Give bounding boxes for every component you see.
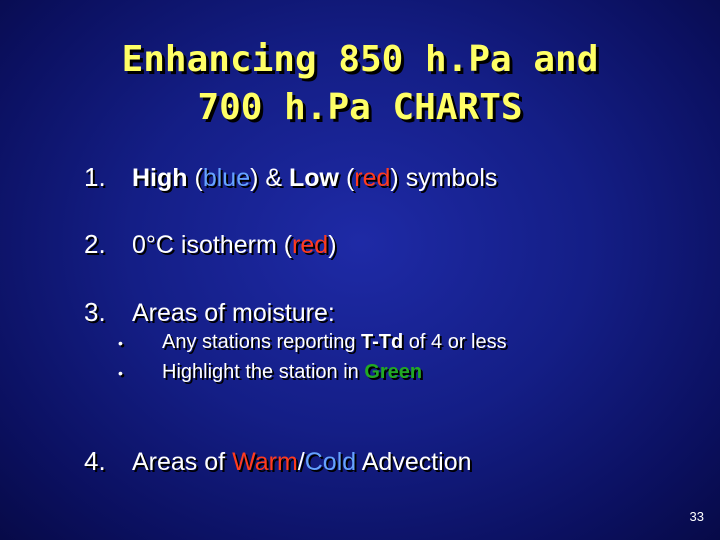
green-label: Green <box>364 361 423 383</box>
blue-label: blue <box>202 164 251 192</box>
page-number: 33 <box>689 509 704 524</box>
t-td-label: T-Td <box>361 331 404 353</box>
text-fragment: ( <box>339 164 355 192</box>
high-label: High <box>132 164 188 192</box>
text-fragment: ( <box>187 164 203 192</box>
sub-bullet-2: • Highlight the station in Green <box>118 361 422 384</box>
text-fragment: / <box>297 448 305 476</box>
bullet-marker: • <box>118 334 123 351</box>
item-number: 1. <box>84 162 106 192</box>
list-item-3: 3. Areas of moisture: <box>84 297 335 328</box>
text-fragment: ) <box>328 231 337 259</box>
bullet-marker: • <box>118 364 123 381</box>
warm-label: Warm <box>232 448 298 476</box>
red-label: red <box>354 164 391 192</box>
text-fragment: Highlight the station in <box>162 361 365 383</box>
text-fragment: of 4 or less <box>403 331 507 353</box>
text-fragment: Any stations reporting <box>162 331 361 353</box>
text-fragment: ) symbols <box>390 164 498 192</box>
text-fragment: ) & <box>250 164 289 192</box>
item-number: 3. <box>84 297 106 327</box>
title-line-2: 700 h.Pa CHARTS <box>197 87 523 128</box>
item-number: 4. <box>84 446 106 476</box>
slide-title: Enhancing 850 h.Pa and 700 h.Pa CHARTS <box>0 36 720 132</box>
moisture-text: Areas of moisture: <box>132 299 335 327</box>
text-fragment: Advection <box>356 448 472 476</box>
low-label: Low <box>289 164 339 192</box>
sub-bullet-1: • Any stations reporting T-Td of 4 or les… <box>118 331 507 354</box>
item-number: 2. <box>84 229 106 259</box>
list-item-4: 4. Areas of Warm/Cold Advection <box>84 446 472 477</box>
red-label: red <box>292 231 329 259</box>
isotherm-text: 0°C isotherm ( <box>132 231 293 259</box>
title-line-1: Enhancing 850 h.Pa and <box>121 39 599 80</box>
list-item-1: 1. High (blue) & Low (red) symbols <box>84 162 497 193</box>
list-item-2: 2. 0°C isotherm (red) <box>84 229 337 260</box>
cold-label: Cold <box>304 448 357 476</box>
text-fragment: Areas of <box>132 448 233 476</box>
